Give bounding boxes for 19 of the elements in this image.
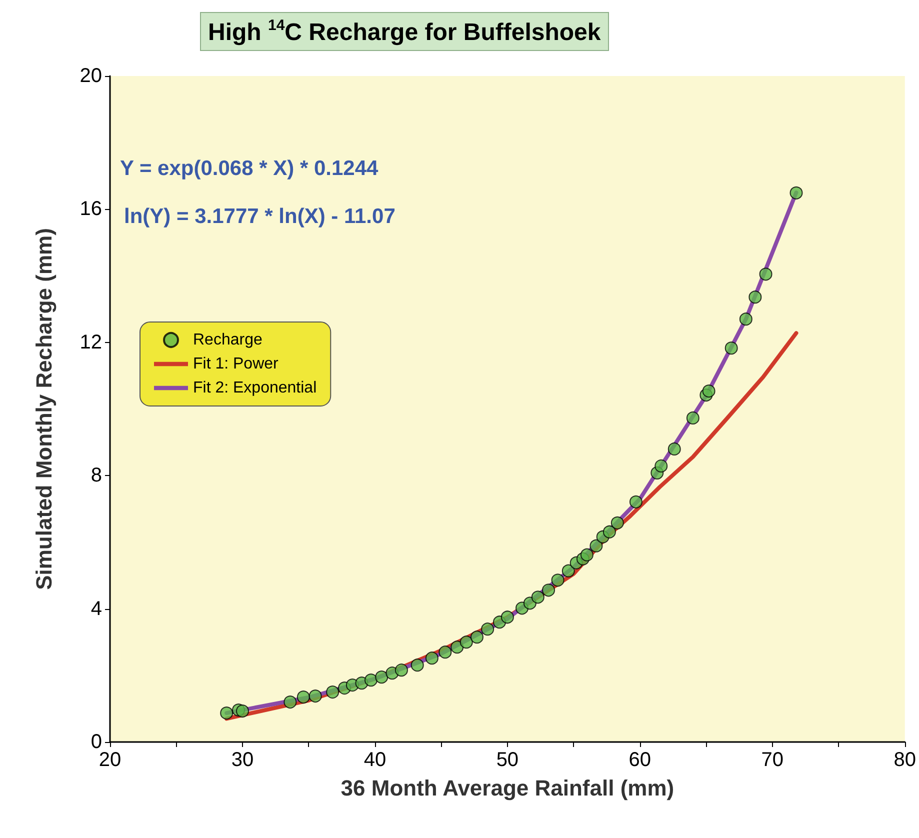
x-tick-label: 70 [761,749,784,771]
y-tick-label: 4 [90,598,102,620]
legend-label: Fit 1: Power [193,356,280,372]
x-axis-title: 36 Month Average Rainfall (mm) [340,776,674,800]
annotation: ln(Y) = 3.1777 * ln(X) - 11.07 [124,205,396,228]
x-tick-label: 30 [231,749,254,771]
y-tick-label: 12 [80,331,102,354]
y-tick-label: 0 [90,731,102,753]
x-tick-label: 50 [496,749,519,771]
legend-label: Fit 2: Exponential [193,380,317,396]
legend-label: Recharge [193,332,262,348]
annotation: Y = exp(0.068 * X) * 0.1244 [120,157,379,180]
x-tick-label: 40 [364,749,386,771]
x-tick-label: 80 [894,749,916,771]
y-tick-label: 20 [80,65,102,87]
y-axis-title: Simulated Monthly Recharge (mm) [32,228,56,590]
y-tick-label: 16 [80,198,102,220]
y-tick-label: 8 [90,464,102,487]
x-tick-label: 60 [628,749,652,771]
